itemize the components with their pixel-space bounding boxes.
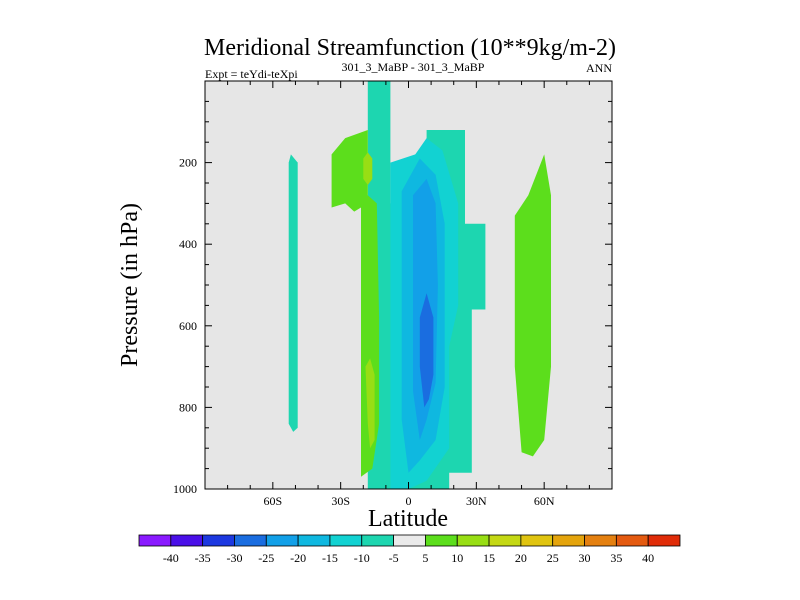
colorbar-label: 15 — [483, 551, 495, 565]
contour-region-8 — [514, 154, 551, 457]
colorbar-swatch — [202, 534, 235, 547]
colorbar-swatch — [297, 534, 331, 547]
x-tick-label: 30S — [331, 494, 350, 508]
colorbar-swatch — [456, 534, 490, 547]
y-tick-label: 400 — [179, 237, 197, 251]
colorbar-label: -5 — [389, 551, 399, 565]
colorbar-label: 25 — [547, 551, 559, 565]
colorbar-label: -20 — [290, 551, 306, 565]
chart-title: Meridional Streamfunction (10**9kg/m-2) — [204, 35, 616, 61]
y-axis-label: Pressure (in hPa) — [117, 203, 143, 367]
contour-region-1 — [288, 154, 298, 432]
colorbar-label: 20 — [515, 551, 527, 565]
chart-subtitle-left: Expt = teYdi-teXpi — [205, 67, 298, 81]
contour-region-5 — [419, 293, 434, 408]
axis-ticks — [204, 81, 613, 490]
y-tick-label: 200 — [179, 156, 197, 170]
colorbar-swatch — [520, 534, 554, 547]
colorbar-swatch — [361, 534, 394, 547]
colorbar-swatch — [425, 534, 458, 547]
colorbar-label: -35 — [195, 551, 211, 565]
colorbar-swatch — [393, 534, 426, 547]
chart-subtitle-center: 301_3_MaBP - 301_3_MaBP — [342, 60, 485, 74]
colorbar-swatch — [584, 534, 617, 547]
colorbar-swatch — [552, 534, 585, 547]
colorbar-swatch — [329, 534, 363, 547]
colorbar-swatch — [265, 534, 299, 547]
colorbar-swatch — [138, 534, 172, 547]
y-tick-label: 800 — [179, 400, 197, 414]
colorbar — [138, 534, 681, 547]
colorbar-label: 40 — [642, 551, 654, 565]
x-axis-label: Latitude — [368, 506, 448, 532]
colorbar-swatch — [615, 534, 649, 547]
colorbar-label: -25 — [258, 551, 274, 565]
colorbar-label: 30 — [579, 551, 591, 565]
colorbar-labels: -40 -35 -30 -25 -20 -15 -10 -5 5 10 15 20 25 30 35 40 — [163, 551, 654, 565]
colorbar-swatch — [647, 534, 681, 547]
contour-region-9 — [365, 358, 375, 449]
x-tick-label: 60N — [534, 494, 555, 508]
colorbar-label: -15 — [322, 551, 338, 565]
contour-regions — [288, 81, 551, 489]
x-tick-label: 0 — [406, 494, 412, 508]
y-tick-labels: 200 400 600 800 1000 — [173, 156, 197, 496]
colorbar-label: 10 — [451, 551, 463, 565]
colorbar-swatch — [234, 534, 267, 547]
x-tick-label: 30N — [466, 494, 487, 508]
y-tick-label: 600 — [179, 319, 197, 333]
colorbar-label: -40 — [163, 551, 179, 565]
y-tick-label: 1000 — [173, 482, 197, 496]
x-tick-label: 60S — [263, 494, 282, 508]
colorbar-swatch — [170, 534, 204, 547]
colorbar-label: 5 — [422, 551, 428, 565]
colorbar-label: -30 — [226, 551, 242, 565]
colorbar-label: -10 — [354, 551, 370, 565]
colorbar-label: 35 — [610, 551, 622, 565]
chart-subtitle-right: ANN — [586, 61, 612, 75]
contour-region-10 — [363, 152, 373, 185]
contour-region-6 — [331, 130, 368, 212]
colorbar-swatch — [488, 534, 522, 547]
x-tick-labels: 60S 30S 0 30N 60N — [263, 494, 554, 508]
